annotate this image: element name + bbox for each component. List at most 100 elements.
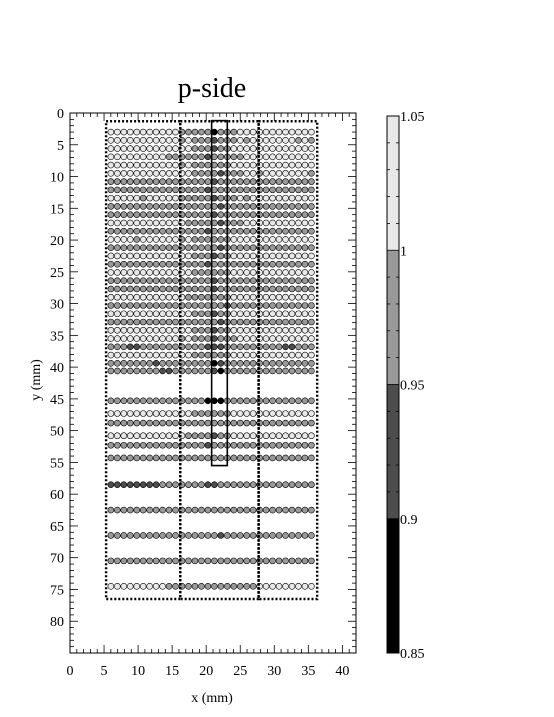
data-point (217, 432, 225, 440)
data-point (308, 260, 315, 268)
data-point (172, 153, 179, 161)
data-point (185, 219, 192, 227)
data-point (217, 310, 225, 318)
data-point (275, 203, 283, 210)
data-point (133, 170, 141, 177)
data-point (198, 252, 205, 260)
data-point (308, 335, 315, 342)
data-point (295, 441, 302, 449)
data-point (165, 260, 173, 268)
data-point (249, 302, 257, 309)
data-point (243, 161, 251, 169)
data-point (275, 582, 283, 590)
data-point (262, 293, 270, 301)
data-point (243, 244, 251, 251)
data-point (172, 351, 179, 359)
data-point (301, 219, 309, 227)
data-point (262, 269, 270, 276)
data-point (198, 318, 205, 326)
colorbar-tick-label: 1 (400, 244, 407, 259)
data-point (172, 137, 179, 144)
data-point (165, 227, 173, 235)
data-point (308, 170, 315, 177)
data-point (282, 318, 289, 326)
data-point (230, 293, 238, 301)
data-point (191, 397, 199, 405)
data-point (191, 128, 199, 136)
data-point (295, 302, 302, 309)
data-point (114, 360, 121, 367)
data-point (308, 360, 315, 367)
y-tick-label: 40 (50, 361, 64, 376)
data-point (198, 269, 205, 276)
data-point (275, 244, 283, 251)
data-point (165, 367, 173, 375)
data-point (133, 326, 141, 334)
data-point (275, 335, 283, 342)
data-point (288, 269, 296, 276)
data-point (185, 318, 192, 326)
data-point (107, 186, 115, 194)
data-point (107, 277, 115, 285)
data-point (191, 532, 199, 539)
data-point (114, 318, 121, 326)
data-point (282, 397, 289, 405)
data-point (301, 178, 309, 185)
data-point (249, 326, 257, 334)
data-point (120, 557, 128, 565)
data-point (295, 244, 302, 251)
data-point (288, 351, 296, 359)
data-point (230, 252, 238, 260)
data-point (191, 335, 199, 342)
data-point (262, 532, 270, 539)
data-point (152, 227, 160, 235)
data-point (230, 410, 238, 417)
data-point (282, 194, 289, 202)
data-point (107, 410, 115, 417)
data-point (236, 326, 244, 334)
data-point (120, 441, 128, 449)
data-point (139, 326, 147, 334)
data-point (275, 318, 283, 326)
data-point (230, 161, 238, 169)
data-point (288, 360, 296, 367)
data-point (295, 351, 302, 359)
data-point (133, 532, 141, 539)
data-point (146, 252, 153, 260)
data-point (165, 351, 173, 359)
data-point (172, 128, 179, 136)
data-point (191, 186, 199, 194)
y-tick-label: 45 (50, 393, 64, 408)
data-point (275, 410, 283, 417)
data-point (114, 419, 121, 427)
data-point (243, 211, 251, 218)
data-point (152, 277, 160, 285)
data-point (126, 285, 134, 293)
data-point (269, 227, 276, 235)
data-point (126, 137, 134, 144)
data-point (269, 367, 276, 375)
data-point (217, 318, 225, 326)
data-point (191, 260, 199, 268)
data-point (204, 397, 212, 405)
data-point (126, 269, 134, 276)
data-point (249, 186, 257, 194)
data-point (236, 260, 244, 268)
data-point (172, 302, 179, 309)
data-point (126, 219, 134, 227)
data-point (185, 153, 192, 161)
data-point (139, 441, 147, 449)
data-point (282, 419, 289, 427)
data-point (275, 236, 283, 243)
data-point (275, 343, 283, 351)
data-point (198, 128, 205, 136)
data-point (275, 557, 283, 565)
data-point (308, 441, 315, 449)
data-point (133, 227, 141, 235)
data-point (114, 481, 121, 488)
data-point (120, 252, 128, 260)
data-point (236, 137, 244, 144)
data-point (185, 260, 192, 268)
data-point (295, 128, 302, 136)
data-point (107, 302, 115, 309)
